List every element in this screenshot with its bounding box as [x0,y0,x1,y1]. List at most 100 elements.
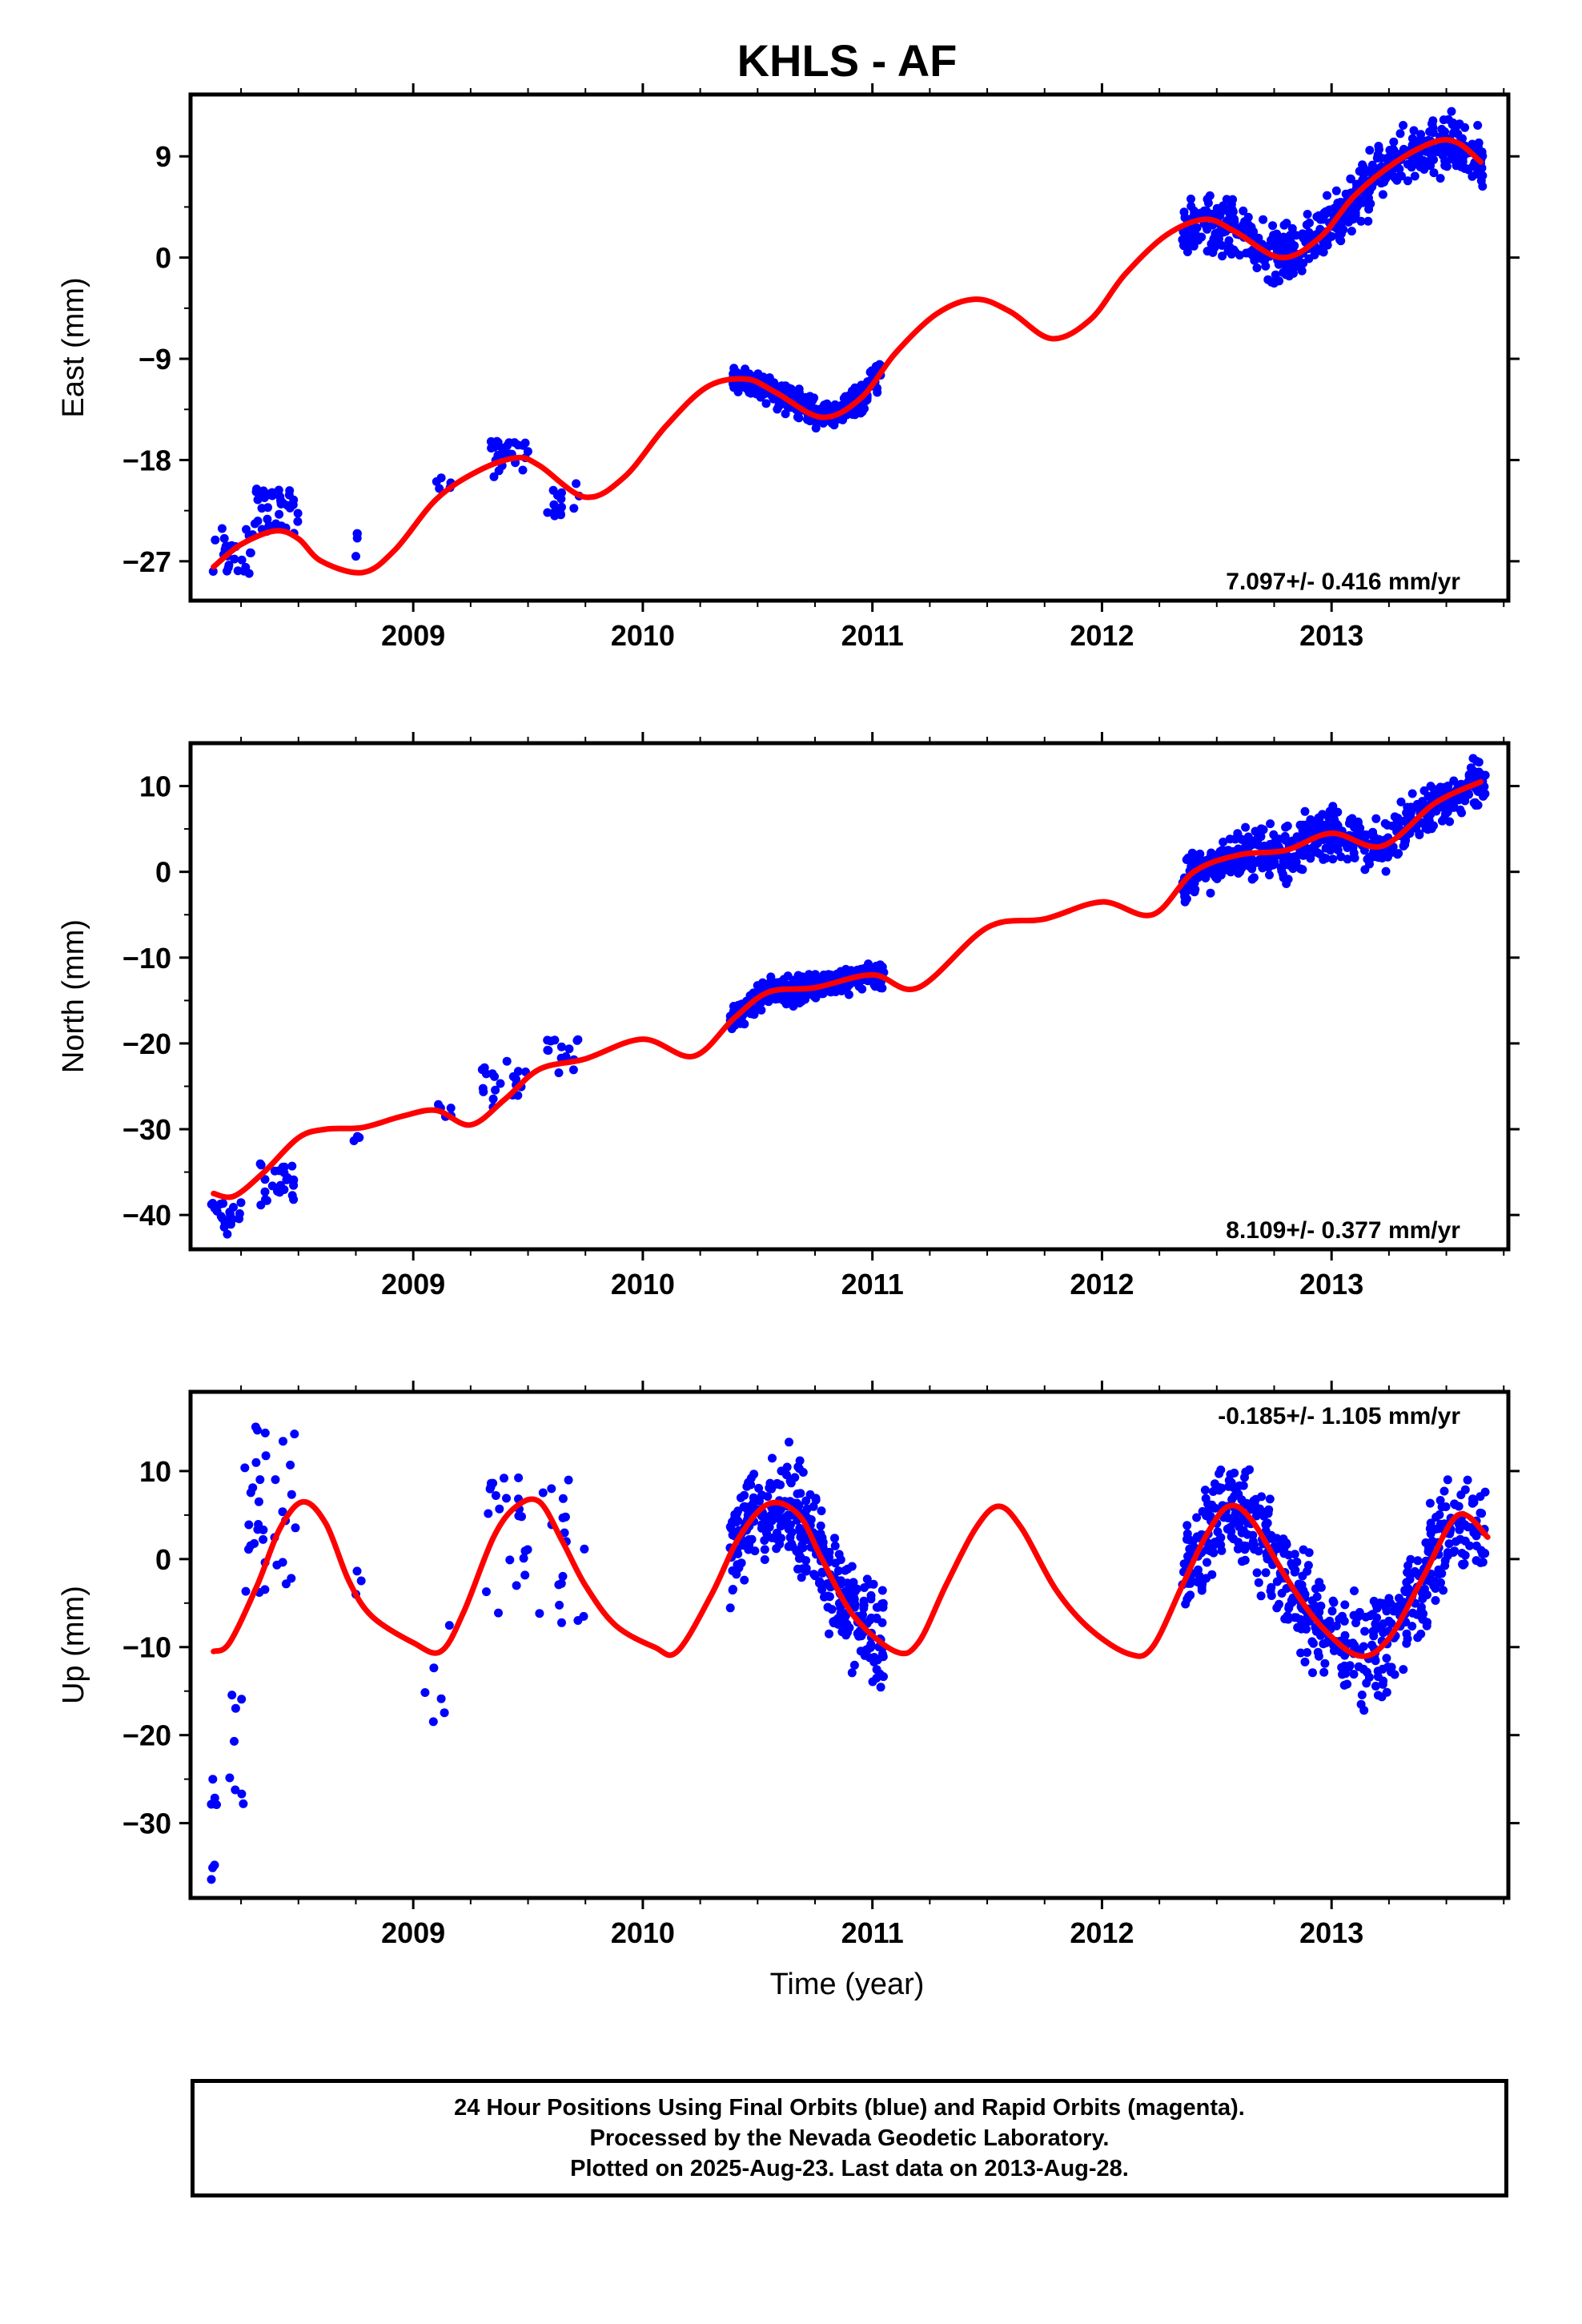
data-point [1234,1538,1243,1547]
x-tick-label: 2010 [611,619,675,652]
data-point [513,1067,523,1076]
data-point [847,1668,857,1678]
data-point [1437,1502,1447,1512]
data-point [742,1482,752,1491]
data-point [1360,1626,1370,1636]
data-point [1437,1569,1447,1578]
data-point [1444,1539,1454,1549]
data-point [1215,211,1225,220]
figure-title: KHLS - AF [737,35,958,86]
data-point [251,1458,261,1467]
data-point [1214,235,1223,245]
data-point [836,1576,845,1586]
data-point [1343,1679,1352,1689]
data-point [538,1488,548,1498]
data-point [860,1651,869,1660]
data-point [729,369,738,379]
data-point [1438,816,1447,826]
data-point [1399,121,1408,130]
data-point [1328,838,1338,848]
caption-box: 24 Hour Positions Using Final Orbits (bl… [191,2079,1508,2197]
data-point [1256,832,1266,842]
data-point [1359,170,1368,179]
data-point [440,1708,449,1718]
data-point [1336,219,1346,229]
data-point [1267,1591,1276,1600]
data-point [1474,138,1484,147]
data-point [794,1549,804,1558]
data-point [1263,275,1273,284]
data-point [823,1602,833,1612]
data-point [1231,247,1240,257]
data-point [1327,1606,1337,1616]
data-point [1240,217,1250,227]
data-point [1344,1663,1354,1672]
east-panel: 9 0 −9 −18 −27 2009 2010 2011 2012 2013 East (mm) 7… [57,83,1520,652]
data-point [1250,1545,1259,1554]
data-point [1307,1637,1317,1647]
data-point [1250,255,1259,265]
data-point [1320,1659,1330,1668]
data-point [876,1683,885,1692]
data-point [1179,1559,1189,1569]
data-point [211,1799,220,1809]
data-point [1207,1500,1217,1510]
data-point [1183,1551,1192,1561]
data-point [548,485,558,495]
data-point [488,1069,497,1079]
data-point [1252,263,1262,272]
data-point [864,962,873,971]
data-point [1316,1582,1326,1592]
data-point [764,994,773,1003]
data-point [237,555,247,565]
data-point [556,494,566,504]
data-point [760,1536,769,1545]
data-point [1207,848,1216,858]
data-point [1356,216,1366,226]
data-point [429,1663,439,1673]
data-point [287,1574,296,1583]
data-point [830,1541,840,1550]
data-point [1213,1485,1222,1494]
data-point [569,504,579,513]
data-point [827,419,837,428]
data-point [815,1577,825,1586]
data-point [1251,826,1260,836]
data-point [1447,153,1457,162]
data-point [1393,814,1403,823]
data-point [1240,1545,1250,1554]
east-y-axis-label: East (mm) [57,277,90,417]
data-point [1263,1518,1272,1528]
data-point [1415,829,1424,838]
data-point [784,1510,793,1520]
data-point [240,1463,250,1473]
data-point [1359,1664,1368,1674]
data-point [225,1208,235,1216]
data-point [1350,202,1359,211]
data-point [1272,1534,1282,1543]
data-point [494,466,504,476]
data-point [444,1621,454,1630]
data-point [513,440,523,450]
data-point [1341,189,1351,199]
data-point [1365,859,1374,869]
data-point [1242,1498,1251,1508]
data-point [246,1488,255,1498]
data-point [753,981,762,991]
east-data-points [208,107,1488,578]
data-point [479,1087,488,1096]
data-point [866,1594,876,1604]
north-y-axis-label: North (mm) [57,919,90,1073]
data-point [1287,223,1297,233]
data-point [841,983,851,992]
data-point [491,1491,500,1500]
data-point [215,1200,225,1208]
data-point [560,1528,569,1538]
data-point [1407,789,1417,798]
data-point [1323,191,1331,200]
data-point [564,1475,573,1485]
data-point [547,1484,556,1494]
data-point [1351,1618,1360,1627]
data-point [1216,1540,1226,1550]
data-point [817,1585,827,1594]
